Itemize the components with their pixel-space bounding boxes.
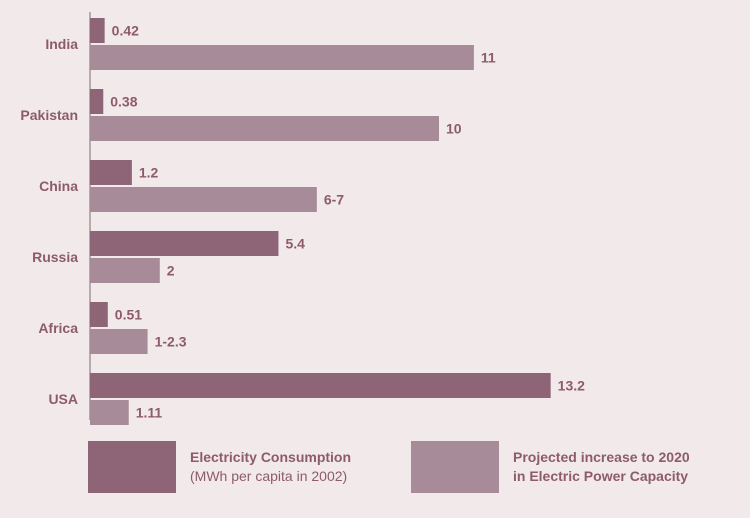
- bar-projected-china: [90, 187, 317, 212]
- value-label-consumption-usa: 13.2: [558, 378, 585, 394]
- labels-group: 0.42 11 India 0.38 10 Pakistan 1.2 6-7 China 5.4 2…: [20, 23, 585, 421]
- legend-text-consumption: Electricity Consumption (MWh per capita …: [190, 448, 351, 486]
- value-label-consumption-china: 1.2: [139, 165, 159, 181]
- category-label-india: India: [45, 36, 78, 52]
- legend-consumption: Electricity Consumption (MWh per capita …: [88, 441, 351, 493]
- bars-group: [90, 18, 551, 425]
- value-label-projected-china: 6-7: [324, 192, 344, 208]
- bar-projected-india: [90, 45, 474, 70]
- value-label-projected-russia: 2: [167, 263, 175, 279]
- value-label-consumption-africa: 0.51: [115, 307, 142, 323]
- value-label-projected-africa: 1-2.3: [155, 334, 187, 350]
- value-label-consumption-india: 0.42: [112, 23, 139, 39]
- bar-chart: 0.42 11 India 0.38 10 Pakistan 1.2 6-7 China 5.4 2…: [20, 12, 585, 425]
- bar-consumption-russia: [90, 231, 279, 256]
- legend-projected: Projected increase to 2020 in Electric P…: [411, 441, 690, 493]
- bar-consumption-pakistan: [90, 89, 104, 114]
- legend-projected-line2: in Electric Power Capacity: [513, 468, 689, 484]
- legend-projected-line1: Projected increase to 2020: [513, 449, 690, 465]
- category-label-china: China: [39, 178, 78, 194]
- value-label-consumption-russia: 5.4: [285, 236, 305, 252]
- bar-consumption-africa: [90, 302, 108, 327]
- bar-projected-usa: [90, 400, 129, 425]
- category-label-pakistan: Pakistan: [20, 107, 78, 123]
- bar-projected-africa: [90, 329, 148, 354]
- value-label-consumption-pakistan: 0.38: [110, 94, 137, 110]
- bar-consumption-india: [90, 18, 105, 43]
- legend-consumption-subtitle: (MWh per capita in 2002): [190, 468, 348, 484]
- value-label-projected-india: 11: [481, 50, 496, 66]
- category-label-russia: Russia: [32, 249, 78, 265]
- bar-projected-russia: [90, 258, 160, 283]
- legend-swatch-consumption: [88, 441, 176, 493]
- legend-text-projected: Projected increase to 2020 in Electric P…: [513, 448, 690, 486]
- legend-consumption-title: Electricity Consumption: [190, 449, 352, 465]
- value-label-projected-usa: 1.11: [136, 405, 163, 421]
- category-label-africa: Africa: [38, 320, 78, 336]
- legend-swatch-projected: [411, 441, 499, 493]
- bar-projected-pakistan: [90, 116, 439, 141]
- bar-consumption-usa: [90, 373, 551, 398]
- category-label-usa: USA: [48, 391, 78, 407]
- value-label-projected-pakistan: 10: [446, 121, 462, 137]
- bar-consumption-china: [90, 160, 132, 185]
